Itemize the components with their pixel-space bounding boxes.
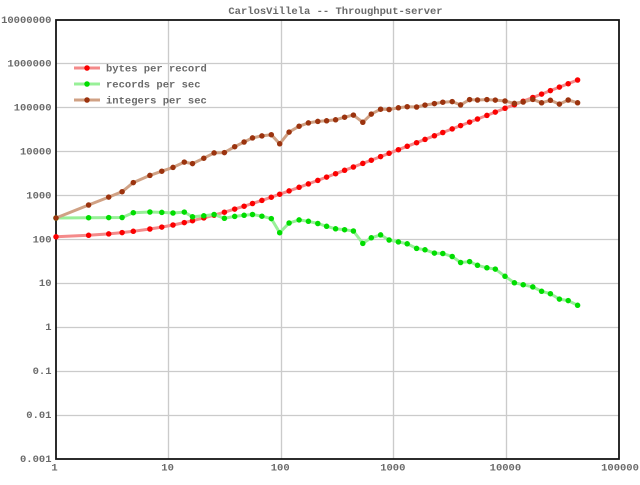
svg-text:100: 100 — [33, 234, 52, 246]
svg-text:100000: 100000 — [601, 463, 639, 475]
svg-text:10: 10 — [39, 278, 52, 290]
svg-text:10: 10 — [161, 463, 174, 475]
svg-text:0.001: 0.001 — [20, 454, 52, 466]
svg-text:0.1: 0.1 — [33, 366, 52, 378]
svg-text:1000: 1000 — [380, 463, 405, 475]
svg-text:100000: 100000 — [14, 103, 52, 115]
svg-text:integers per sec: integers per sec — [106, 96, 207, 108]
svg-text:100: 100 — [271, 463, 290, 475]
svg-text:bytes per record: bytes per record — [106, 64, 207, 76]
svg-text:1000: 1000 — [26, 190, 51, 202]
svg-text:CarlosVillela -- Throughput-se: CarlosVillela -- Throughput-server — [228, 6, 442, 18]
svg-text:records per sec: records per sec — [106, 80, 201, 92]
svg-text:1000000: 1000000 — [7, 59, 51, 71]
svg-text:0.01: 0.01 — [26, 410, 51, 422]
svg-text:1: 1 — [45, 322, 51, 334]
svg-text:10000000: 10000000 — [1, 15, 51, 27]
svg-text:1: 1 — [51, 463, 57, 475]
svg-text:10000: 10000 — [20, 147, 52, 159]
svg-text:10000: 10000 — [490, 463, 522, 475]
